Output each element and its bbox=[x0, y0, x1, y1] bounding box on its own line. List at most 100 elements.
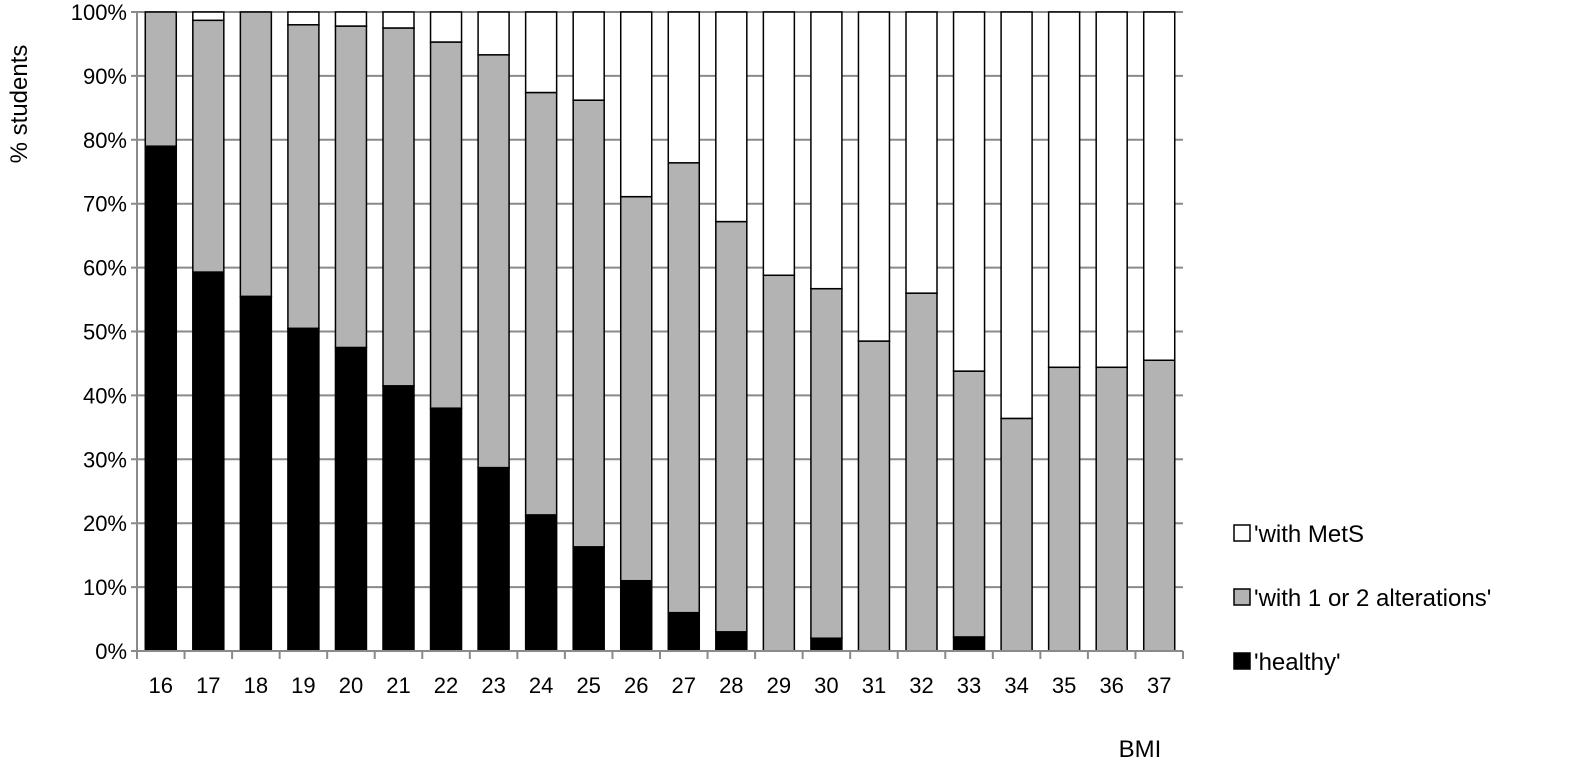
bar-segment bbox=[1095, 366, 1128, 652]
bar-segment bbox=[382, 385, 415, 652]
y-tick-label: 50% bbox=[83, 320, 127, 345]
bar-segment bbox=[1142, 11, 1176, 362]
bar-segment bbox=[287, 327, 320, 652]
bar-segment bbox=[192, 11, 225, 22]
x-tick-label: 21 bbox=[386, 673, 410, 698]
y-tick-label: 60% bbox=[83, 256, 127, 281]
bar-segment bbox=[334, 346, 368, 652]
axes bbox=[136, 12, 1184, 659]
bar-segment bbox=[1000, 417, 1033, 652]
y-tick-label: 30% bbox=[83, 447, 127, 472]
bar-segment bbox=[952, 636, 986, 652]
x-tick-label: 20 bbox=[339, 673, 363, 698]
bar-segment bbox=[572, 99, 605, 548]
x-tick-label: 35 bbox=[1052, 673, 1076, 698]
legend-swatch bbox=[1233, 588, 1251, 606]
bar-segment bbox=[619, 579, 653, 652]
bar-segment bbox=[857, 340, 891, 652]
x-tick-label: 23 bbox=[481, 673, 505, 698]
bar-segment bbox=[477, 11, 510, 56]
bar-segment bbox=[619, 195, 653, 582]
legend-swatch bbox=[1233, 652, 1251, 670]
legend-label: 'with MetS bbox=[1254, 521, 1364, 548]
x-tick-label: 26 bbox=[624, 673, 648, 698]
bar-segment bbox=[1000, 11, 1033, 420]
bar-segment bbox=[572, 11, 605, 101]
bar-segment bbox=[477, 466, 510, 652]
y-tick-label: 70% bbox=[83, 192, 127, 217]
x-tick-label: 32 bbox=[909, 673, 933, 698]
x-tick-label: 25 bbox=[576, 673, 600, 698]
x-tick-labels: 16 17 18 19 20 21 22 23 24 25 26 27 28 29 30 31 32 33 34 35… bbox=[149, 673, 1172, 698]
bar-segment bbox=[952, 370, 986, 638]
bar-segment bbox=[382, 27, 415, 387]
legend-label: 'healthy' bbox=[1254, 649, 1341, 676]
x-tick-label: 24 bbox=[529, 673, 553, 698]
bar-segment bbox=[619, 11, 653, 198]
bar-segment bbox=[192, 271, 225, 652]
y-tick-label: 0% bbox=[95, 639, 127, 664]
bar-segment bbox=[715, 631, 748, 652]
bar-segment bbox=[192, 19, 225, 273]
bar-segment bbox=[715, 11, 748, 223]
x-tick-label: 16 bbox=[149, 673, 173, 698]
bar-segment bbox=[905, 11, 938, 294]
legend-swatch bbox=[1233, 524, 1251, 542]
x-tick-label: 22 bbox=[434, 673, 458, 698]
bar-segment bbox=[429, 11, 463, 43]
y-tick-label: 90% bbox=[83, 64, 127, 89]
bar-segment bbox=[572, 546, 605, 652]
x-tick-label: 37 bbox=[1147, 673, 1171, 698]
bar-segment bbox=[762, 274, 796, 652]
x-tick-label: 28 bbox=[719, 673, 743, 698]
bar-segment bbox=[334, 11, 368, 27]
bar-segment bbox=[524, 91, 558, 516]
bar-segment bbox=[667, 11, 701, 164]
bar-segment bbox=[810, 637, 843, 652]
x-tick-label: 31 bbox=[862, 673, 886, 698]
x-tick-label: 19 bbox=[291, 673, 315, 698]
legend: 'with MetS 'with 1 or 2 alterations' 'heal… bbox=[1233, 521, 1491, 676]
bar-segment bbox=[239, 11, 273, 298]
bar-segment bbox=[524, 11, 558, 94]
bar-segment bbox=[1047, 366, 1081, 652]
x-axis-title: BMI bbox=[1119, 736, 1162, 763]
bar-segment bbox=[429, 41, 463, 409]
bar-segment bbox=[1047, 11, 1081, 369]
bar-segment bbox=[524, 514, 558, 652]
y-tick-label: 100% bbox=[71, 0, 127, 25]
bar-segment bbox=[144, 145, 178, 652]
x-tick-label: 17 bbox=[196, 673, 220, 698]
bar-segment bbox=[667, 611, 701, 652]
bar-segment bbox=[1142, 359, 1176, 652]
bar-segment bbox=[287, 11, 320, 26]
y-tick-labels: 0% 10% 20% 30% 40% 50% 60% 70% 80% 90% 100% bbox=[71, 0, 127, 664]
bar-segment bbox=[715, 220, 748, 633]
x-tick-label: 30 bbox=[814, 673, 838, 698]
bar-segment bbox=[810, 11, 843, 290]
y-tick-label: 40% bbox=[83, 383, 127, 408]
x-tick-label: 29 bbox=[767, 673, 791, 698]
x-tick-label: 34 bbox=[1004, 673, 1028, 698]
y-tick-label: 20% bbox=[83, 511, 127, 536]
bar-segment bbox=[144, 11, 178, 147]
y-tick-label: 10% bbox=[83, 575, 127, 600]
bar-segment bbox=[239, 295, 273, 652]
bar-segment bbox=[905, 292, 938, 652]
bars bbox=[144, 11, 1176, 652]
bar-segment bbox=[477, 54, 510, 469]
bar-segment bbox=[857, 11, 891, 342]
x-tick-label: 27 bbox=[672, 673, 696, 698]
bar-segment bbox=[287, 24, 320, 330]
bar-segment bbox=[429, 407, 463, 652]
y-axis-title: % students bbox=[6, 45, 33, 164]
bar-segment bbox=[1095, 11, 1128, 369]
legend-label: 'with 1 or 2 alterations' bbox=[1254, 585, 1491, 612]
x-tick-label: 36 bbox=[1099, 673, 1123, 698]
bar-segment bbox=[667, 162, 701, 614]
bar-segment bbox=[334, 25, 368, 349]
bar-segment bbox=[382, 11, 415, 29]
x-tick-label: 33 bbox=[957, 673, 981, 698]
bar-segment bbox=[952, 11, 986, 372]
